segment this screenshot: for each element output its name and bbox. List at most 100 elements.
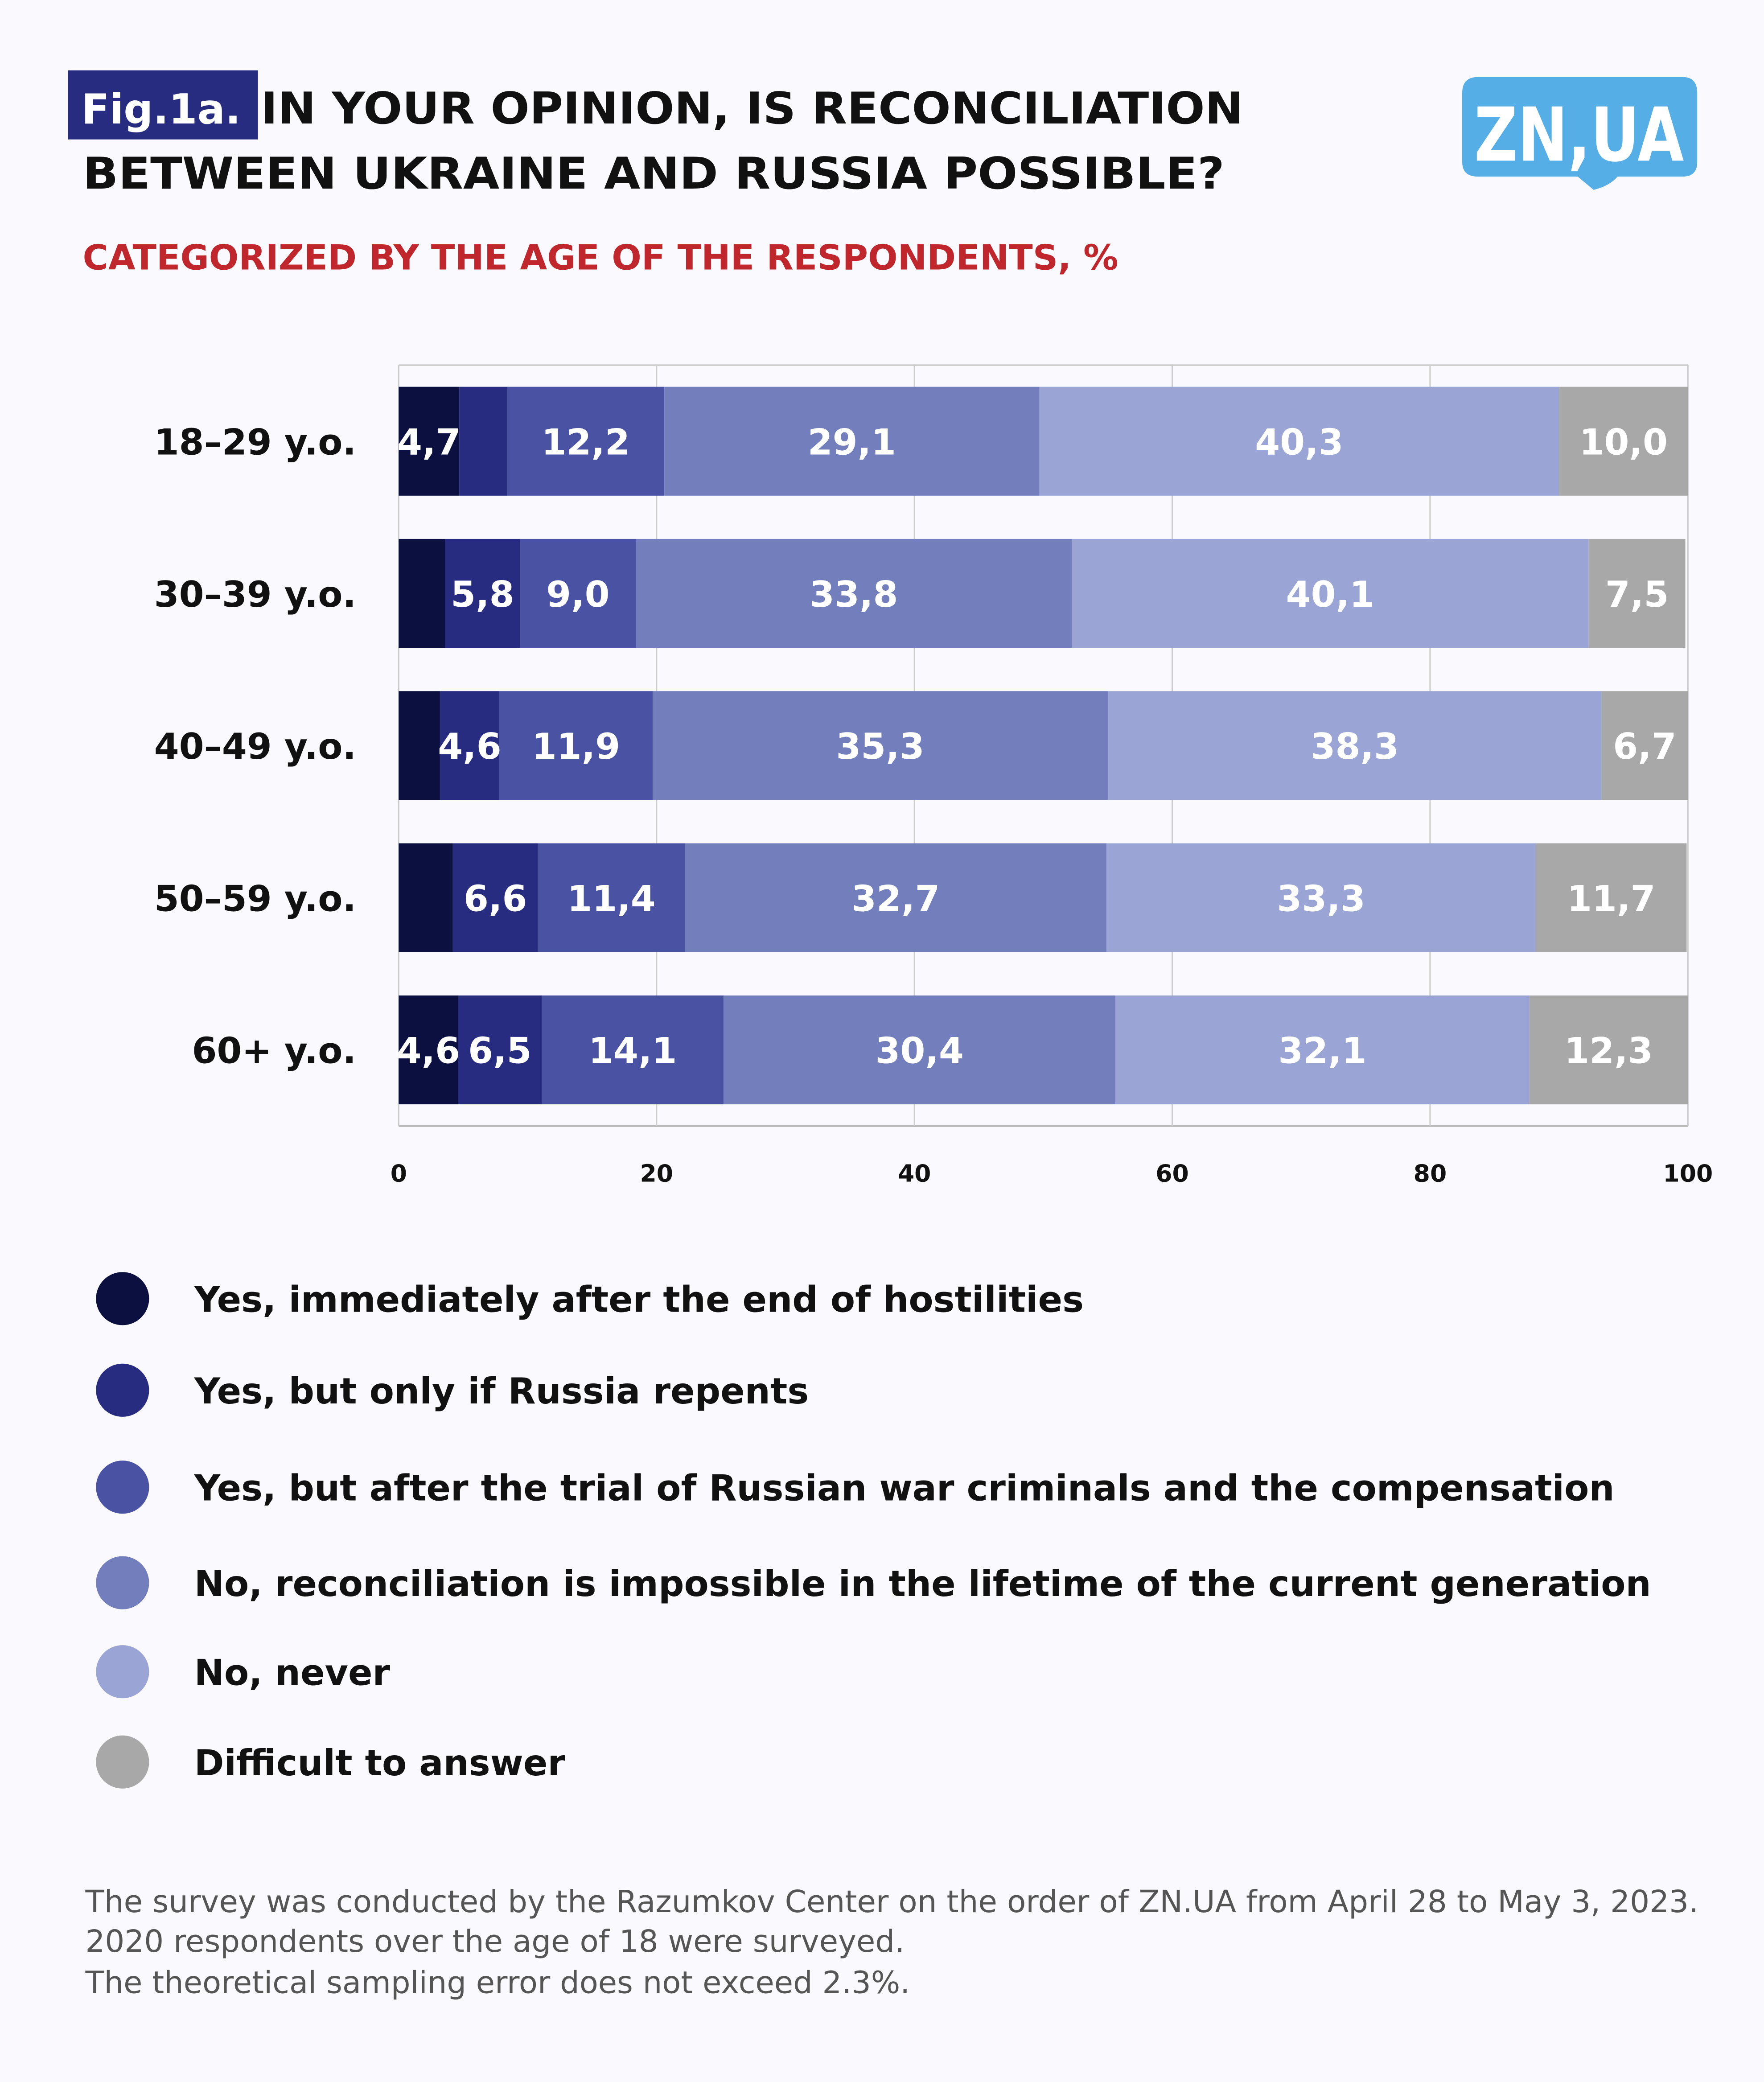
legend-swatch-icon (96, 1735, 149, 1789)
bar-segment (1107, 691, 1602, 800)
legend-item: No, never (96, 1645, 391, 1699)
bar-segment (724, 995, 1116, 1105)
bar-value-label: 33,3 (1277, 877, 1365, 919)
bar-value-label: 40,1 (1286, 573, 1374, 615)
bar-segment (653, 691, 1108, 800)
footer-line-2: 2020 respondents over the age of 18 were… (86, 1924, 905, 1959)
bar-value-label: 9,0 (546, 573, 609, 615)
bar-segment (399, 387, 460, 496)
legend-item: Difficult to answer (96, 1735, 566, 1789)
bar-segment (458, 995, 542, 1105)
bar-value-label: 14,1 (588, 1030, 677, 1072)
footer-line-3: The theoretical sampling error does not … (85, 1965, 910, 2000)
bar-segment (685, 843, 1107, 952)
bar-value-label: 4,6 (438, 725, 501, 767)
bar-value-label: 11,4 (567, 877, 655, 919)
subtitle: CATEGORIZED BY THE AGE OF THE RESPONDENT… (83, 238, 1118, 278)
bar-value-label: 4,7 (397, 421, 461, 463)
legend-label: Difficult to answer (194, 1742, 566, 1784)
x-tick-label: 60 (1155, 1160, 1189, 1188)
legend-swatch-icon (96, 1461, 149, 1514)
bar-segment (520, 539, 636, 648)
footer-line-1: The survey was conducted by the Razumkov… (85, 1884, 1699, 1920)
legend-swatch-icon (96, 1363, 149, 1417)
x-axis-tick-labels: 0 20 40 60 80 100 (391, 1160, 1713, 1188)
x-tick-label: 0 (391, 1160, 407, 1188)
legend-label: No, reconciliation is impossible in the … (194, 1563, 1651, 1605)
bar-segment (636, 539, 1072, 648)
bar-segment (452, 843, 538, 952)
legend-swatch-icon (96, 1645, 149, 1699)
bar-segment (1039, 387, 1559, 496)
category-label: 50–59 y.o. (154, 877, 356, 919)
bar-segment (1529, 995, 1688, 1105)
category-label: 60+ y.o. (192, 1030, 356, 1072)
bar-value-label: 4,6 (397, 1030, 460, 1072)
bar-value-label: 10,0 (1579, 421, 1668, 463)
bar-segment (459, 387, 507, 496)
bar-value-label: 5,8 (451, 573, 514, 615)
bar-segment (399, 539, 445, 648)
category-label: 18–29 y.o. (154, 421, 356, 463)
fig-label-badge (68, 70, 258, 140)
bar-value-label: 33,8 (810, 573, 898, 615)
legend-item: Yes, but only if Russia repents (96, 1363, 809, 1417)
bar-segment (507, 387, 665, 496)
bar-value-label: 29,1 (808, 421, 896, 463)
bar-segment (664, 387, 1040, 496)
bar-value-label: 6,7 (1613, 725, 1676, 767)
bar-segment (445, 539, 520, 648)
x-tick-label: 20 (640, 1160, 673, 1188)
legend-item: No, reconciliation is impossible in the … (96, 1556, 1651, 1609)
bar-value-label: 6,5 (468, 1030, 531, 1072)
fig-label: Fig.1a. (82, 85, 241, 133)
bar-segment (440, 691, 499, 800)
category-label: 40–49 y.o. (154, 725, 356, 767)
legend-label: Yes, but after the trial of Russian war … (194, 1467, 1615, 1509)
bar-segment (542, 995, 724, 1105)
bar-value-label: 32,7 (851, 877, 940, 919)
header: Fig.1a. IN YOUR OPINION, IS RECONCILIATI… (68, 70, 1243, 278)
bar-value-label: 32,1 (1278, 1030, 1366, 1072)
legend-item: Yes, immediately after the end of hostil… (96, 1272, 1084, 1325)
bar-value-label: 35,3 (836, 725, 924, 767)
bar-segment (499, 691, 653, 800)
title-line-1: IN YOUR OPINION, IS RECONCILIATION (261, 83, 1243, 134)
bar-segment (399, 691, 440, 800)
legend-label: Yes, immediately after the end of hostil… (194, 1279, 1084, 1321)
category-label: 30–39 y.o. (154, 573, 356, 615)
bar-value-label: 11,9 (532, 725, 620, 767)
bar-segment (1071, 539, 1589, 648)
bar-segment (399, 995, 458, 1105)
bar-segment (1115, 995, 1530, 1105)
stacked-bar-chart: 4,7 12,2 29,1 40,3 10,0 5,8 9,0 33,8 40,1 7,5 4,6 1… (154, 364, 1713, 1188)
bar-value-label: 6,6 (464, 877, 527, 919)
legend-label: No, never (194, 1651, 391, 1693)
zn-ua-logo: ZN,UA (1462, 77, 1698, 190)
legend-item: Yes, but after the trial of Russian war … (96, 1461, 1615, 1514)
x-tick-label: 40 (898, 1160, 931, 1188)
bar-value-label: 12,3 (1564, 1030, 1653, 1072)
footer-note: The survey was conducted by the Razumkov… (85, 1884, 1699, 2001)
bars (399, 387, 1688, 1105)
legend-label: Yes, but only if Russia repents (194, 1370, 809, 1412)
bar-segment (1106, 843, 1536, 952)
bar-value-label: 7,5 (1605, 573, 1669, 615)
title-line-2: BETWEEN UKRAINE AND RUSSIA POSSIBLE? (83, 148, 1225, 199)
bar-value-label: 30,4 (876, 1030, 964, 1072)
legend-swatch-icon (96, 1556, 149, 1609)
bar-segment (538, 843, 685, 952)
category-labels: 18–29 y.o. 30–39 y.o. 40–49 y.o. 50–59 y.o.… (154, 421, 356, 1071)
bar-value-label: 11,7 (1567, 877, 1655, 919)
x-tick-label: 100 (1663, 1160, 1713, 1188)
bar-value-label: 38,3 (1311, 725, 1399, 767)
bar-segment (1536, 843, 1687, 952)
legend: Yes, immediately after the end of hostil… (96, 1272, 1651, 1789)
bar-value-label: 40,3 (1255, 421, 1343, 463)
bar-segment (1588, 539, 1686, 648)
bar-segment (1601, 691, 1688, 800)
legend-swatch-icon (96, 1272, 149, 1325)
x-tick-label: 80 (1414, 1160, 1447, 1188)
value-labels: 4,7 12,2 29,1 40,3 10,0 5,8 9,0 33,8 40,1 7,5 4,6 1… (397, 421, 1677, 1071)
